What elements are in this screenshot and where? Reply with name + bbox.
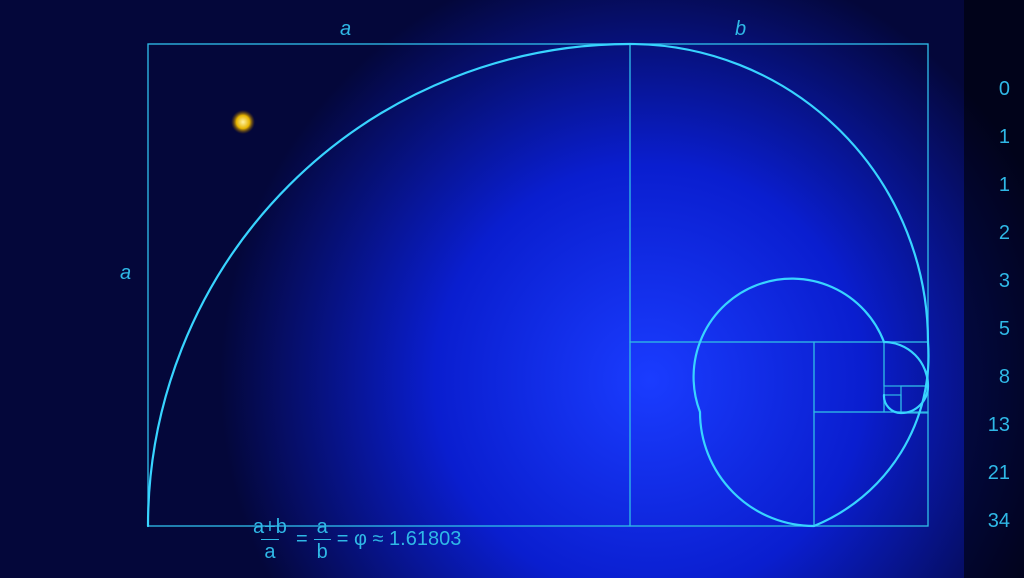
fibonacci-number: 13 [988,414,1010,437]
fibonacci-number: 34 [988,510,1010,533]
fibonacci-number: 1 [999,126,1010,149]
phi-value: = φ ≈ 1.61803 [337,528,462,551]
fibonacci-number: 8 [999,366,1010,389]
fibonacci-number: 3 [999,270,1010,293]
diagram-svg [0,0,1024,578]
fibonacci-number: 1 [999,174,1010,197]
fibonacci-number: 2 [999,222,1010,245]
golden-ratio-diagram: a b a a+b a = a b = φ ≈ 1.61803 0 1 1 2 3 5 8 1… [0,0,1024,578]
label-b-top: b [735,18,746,41]
label-a-left: a [120,262,131,285]
fibonacci-number: 5 [999,318,1010,341]
fibonacci-number: 21 [988,462,1010,485]
label-a-top: a [340,18,351,41]
fraction-a-over-b: a b [314,517,331,562]
golden-ratio-formula: a+b a = a b = φ ≈ 1.61803 [250,517,461,562]
golden-orb [231,110,255,134]
fibonacci-number: 0 [999,78,1010,101]
fraction-ab-over-a: a+b a [250,517,290,562]
